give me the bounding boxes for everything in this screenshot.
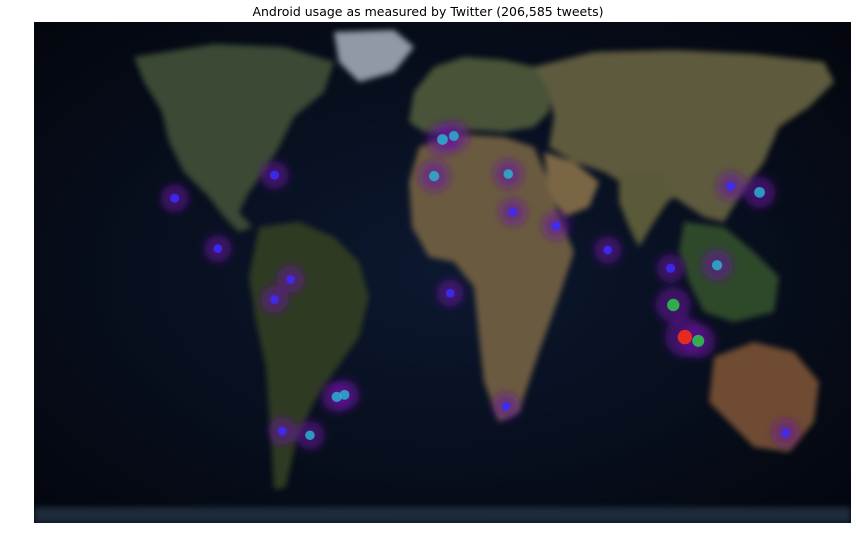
hotspot-bangkok [666,263,676,273]
hotspot-madrid [428,170,440,182]
hotspot-gulf [551,221,561,231]
hotspot-netherlands [448,131,459,141]
hotspot-western-europe [437,134,448,145]
hotspot-sao-paulo [331,391,342,403]
hotspot-manila [711,260,723,271]
hotspot-surabaya [692,334,705,347]
hotspot-kuala-lumpur [667,298,680,312]
hotspot-buenos-aires [305,430,315,441]
hotspot-johannesburg [501,401,511,411]
europe [409,57,554,134]
hotspot-sydney [781,428,791,438]
indian-subcontinent [619,172,674,247]
hotspot-jakarta [677,329,693,345]
arabian-peninsula [544,152,599,217]
hotspot-cairo [508,207,518,217]
africa [409,134,574,422]
heat-core-layer [170,131,791,441]
world-heatmap [34,22,851,523]
hotspot-rio-de-janeiro [339,389,350,400]
hotspot-los-angeles [170,193,180,203]
asia [534,50,834,222]
hotspot-tokyo [754,186,765,198]
hotspot-mumbai [603,245,613,255]
hotspot-santiago [277,426,287,436]
hotspot-caracas [286,275,296,284]
hotspot-istanbul [503,169,514,179]
chart-title: Android usage as measured by Twitter (20… [252,4,604,19]
hotspot-seoul [726,181,736,191]
antarctica-edge [34,507,851,523]
hotspot-lagos [445,288,455,298]
hotspot-new-york [269,170,280,180]
hotspot-mexico-city [213,244,223,254]
greenland [334,30,414,82]
heatmap-canvas [34,22,851,523]
north-america [134,44,334,232]
hotspot-bogota [270,295,279,304]
